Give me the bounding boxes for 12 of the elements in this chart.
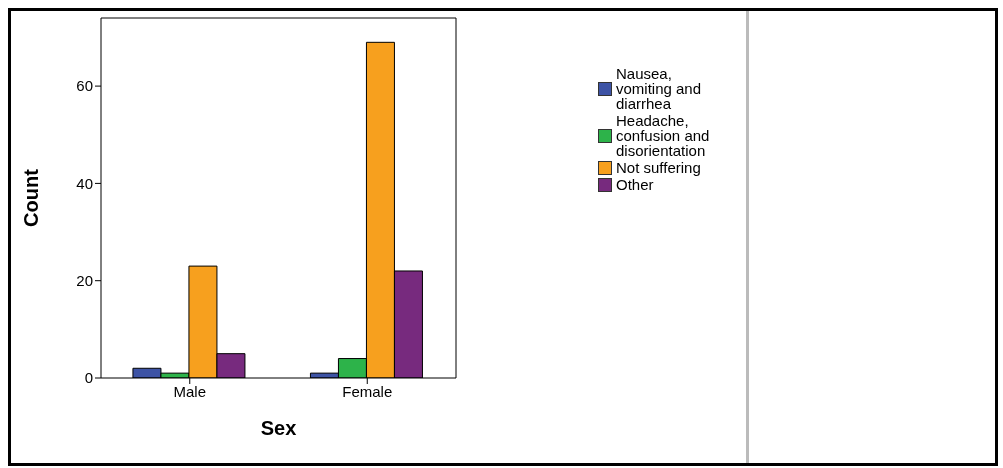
- y-tick-label: 0: [84, 369, 93, 387]
- legend-label: Not suffering: [616, 159, 702, 176]
- y-tick-label: 60: [76, 77, 93, 95]
- legend-label: Headache, confusion and disorientation: [616, 112, 711, 159]
- x-tick-label: Female: [342, 382, 393, 400]
- y-tick-label: 20: [76, 272, 93, 290]
- legend-label: Nausea, vomiting and diarrhea: [616, 65, 703, 112]
- y-tick-label: 40: [76, 174, 93, 192]
- legend-label: Other: [616, 176, 655, 193]
- x-axis-title: Sex: [260, 417, 297, 439]
- y-axis-title: Count: [20, 168, 43, 227]
- x-tick-label: Male: [173, 382, 207, 400]
